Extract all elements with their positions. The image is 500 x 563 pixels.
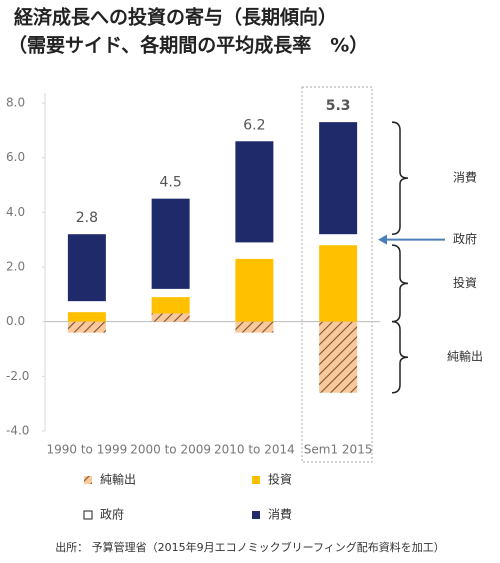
bar-segment [235, 258, 274, 322]
bar-segment [319, 234, 358, 246]
bar-segment [235, 141, 274, 243]
brace [391, 121, 409, 235]
chart-subtitle: （需要サイド、各期間の平均成長率 %） [8, 34, 368, 57]
annotation: 投資 [453, 275, 477, 290]
bar-segment [67, 234, 106, 302]
annotation: 純輸出 [447, 349, 483, 364]
source: 出所： 予算管理省（2015年9月エコノミックブリーフィング配布資料を加工） [55, 540, 445, 554]
legend-label: 投資 [268, 472, 292, 487]
brace [391, 244, 409, 323]
bar-segment [151, 288, 190, 298]
bar-segment [235, 321, 274, 333]
bar-segment [319, 245, 358, 322]
chart-title: 経済成長への投資の寄与（長期傾向） [14, 6, 337, 29]
y-tick-label: 4.0 [6, 205, 25, 219]
legend-swatch [252, 511, 260, 519]
total-label: 5.3 [326, 98, 351, 114]
total-label: 6.2 [243, 117, 265, 133]
legend-swatch [252, 476, 260, 484]
brace [391, 320, 409, 394]
annotation: 政府 [453, 231, 477, 246]
bar-segment [67, 312, 106, 322]
arrow-head [378, 234, 387, 245]
y-tick-label: 0.0 [6, 314, 25, 328]
y-tick-label: -2.0 [6, 369, 29, 383]
legend-swatch [83, 510, 93, 520]
bar-segment [151, 297, 190, 314]
x-tick-label: 1990 to 1999 [46, 443, 127, 457]
bar-segment [67, 321, 106, 333]
bar-segment [235, 242, 274, 259]
bar-segment [67, 301, 106, 313]
total-label: 4.5 [159, 175, 181, 191]
legend-label: 政府 [100, 507, 124, 522]
highlight-box [301, 86, 373, 463]
annotation: 消費 [453, 170, 477, 185]
y-tick-label: 6.0 [6, 150, 25, 164]
legend-label: 純輸出 [100, 472, 136, 487]
bar-segment [151, 313, 190, 322]
y-tick-label: -4.0 [6, 424, 29, 438]
y-tick-label: 2.0 [6, 260, 25, 274]
legend-label: 消費 [268, 507, 292, 522]
x-tick-label: Sem1 2015 [304, 443, 373, 457]
x-tick-label: 2010 to 2014 [214, 443, 295, 457]
bar-segment [319, 122, 358, 235]
bar-segment [319, 321, 358, 393]
total-label: 2.8 [76, 210, 98, 226]
x-tick-label: 2000 to 2009 [130, 443, 211, 457]
bar-segment [151, 198, 190, 289]
y-tick-label: 8.0 [6, 96, 25, 110]
legend-swatch [84, 476, 92, 484]
